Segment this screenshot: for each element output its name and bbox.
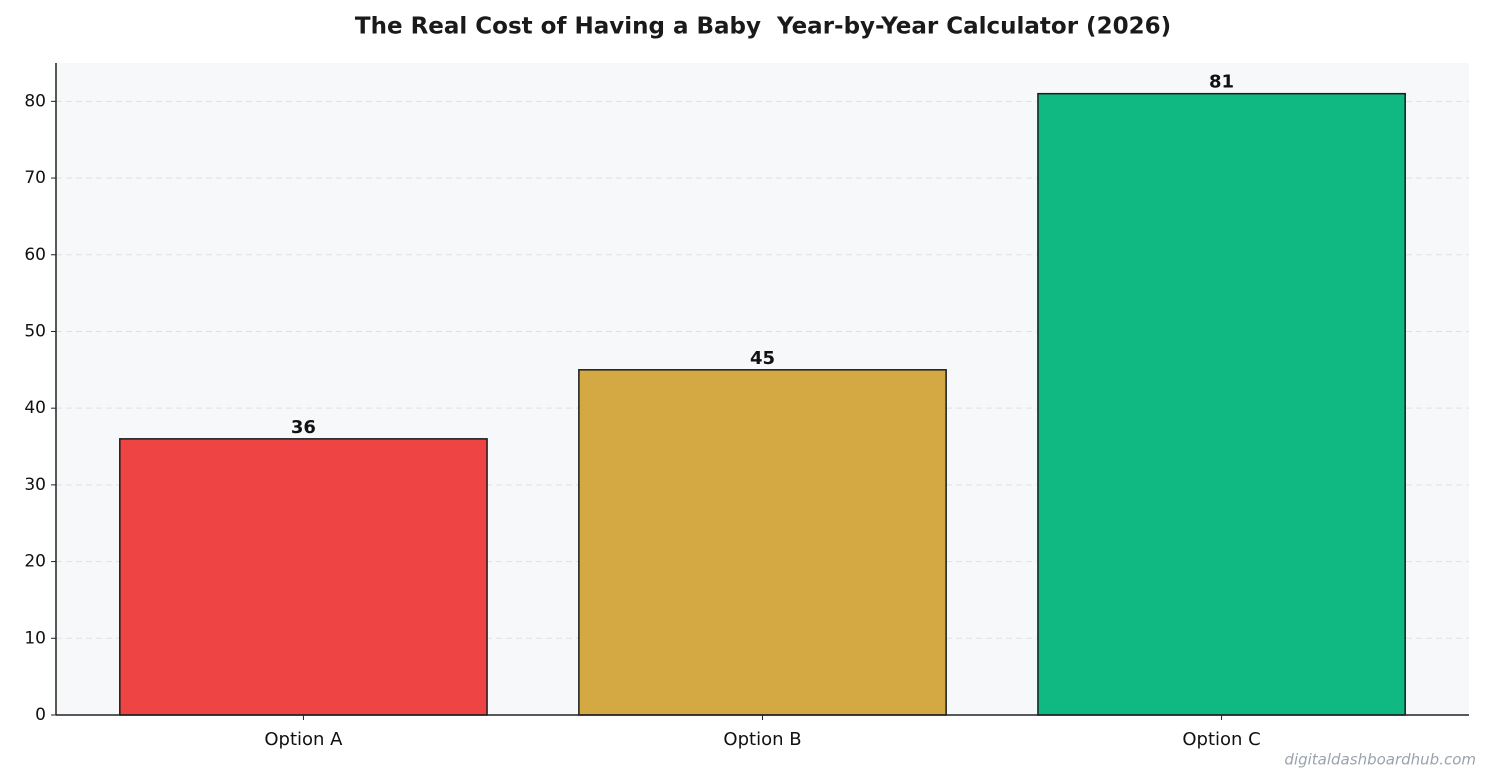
- y-tick-label: 0: [35, 705, 46, 725]
- bar: [119, 438, 488, 716]
- bar: [1037, 92, 1406, 716]
- x-tick-label: Option B: [723, 729, 801, 750]
- value-label: 81: [1209, 72, 1234, 93]
- chart-title: The Real Cost of Having a Baby Year-by-Y…: [355, 14, 1171, 40]
- bar: [578, 369, 947, 716]
- y-tick-label: 30: [24, 475, 46, 495]
- value-label: 36: [291, 417, 316, 438]
- y-tick-label: 50: [24, 321, 46, 341]
- y-tick-label: 70: [24, 168, 46, 188]
- y-tick-label: 40: [24, 398, 46, 418]
- y-tick-label: 60: [24, 245, 46, 265]
- y-tick-label: 20: [24, 552, 46, 572]
- x-tick-label: Option C: [1182, 729, 1260, 750]
- y-tick-label: 80: [24, 91, 46, 111]
- x-tick-label: Option A: [264, 729, 343, 750]
- value-label: 45: [750, 348, 775, 369]
- y-tick-label: 10: [24, 628, 46, 648]
- watermark: digitaldashboardhub.com: [1284, 751, 1476, 769]
